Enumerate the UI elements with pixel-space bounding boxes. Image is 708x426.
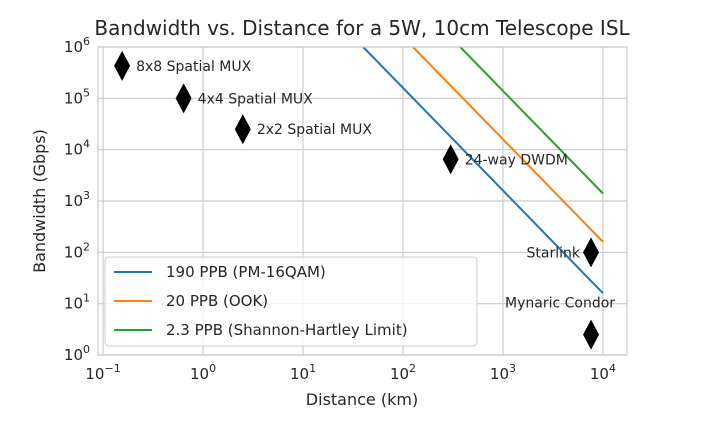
legend-box bbox=[104, 256, 478, 347]
legend: 190 PPB (PM-16QAM) 20 PPB (OOK) 2.3 PPB (S… bbox=[104, 256, 478, 347]
point-label: 24-way DWDM bbox=[465, 152, 568, 168]
data-points: 8x8 Spatial MUX 4x4 Spatial MUX 2x2 Spatia… bbox=[114, 50, 615, 350]
x-tick-label: 10−1 bbox=[85, 362, 120, 383]
x-tick-label: 103 bbox=[490, 362, 516, 383]
x-tick-label: 100 bbox=[190, 362, 216, 383]
legend-label: 20 PPB (OOK) bbox=[166, 292, 268, 310]
series-line bbox=[412, 47, 604, 243]
point-label: 8x8 Spatial MUX bbox=[136, 59, 252, 75]
diamond-marker bbox=[175, 83, 192, 114]
point-label: 2x2 Spatial MUX bbox=[257, 122, 373, 138]
x-axis-label: Distance (km) bbox=[306, 390, 418, 409]
y-tick-label: 103 bbox=[64, 189, 90, 210]
y-tick-label: 105 bbox=[64, 86, 90, 107]
y-tick-label: 102 bbox=[64, 240, 90, 261]
diamond-marker bbox=[442, 144, 459, 175]
x-tick-label: 102 bbox=[390, 362, 416, 383]
point-label: 4x4 Spatial MUX bbox=[198, 91, 314, 107]
plot-frame bbox=[97, 46, 628, 356]
diamond-marker bbox=[583, 237, 600, 268]
x-tick-label: 101 bbox=[290, 362, 316, 383]
series-line bbox=[362, 47, 604, 294]
y-axis-label: Bandwidth (Gbps) bbox=[30, 129, 49, 273]
point-label: Mynaric Condor bbox=[505, 296, 615, 312]
y-tick-label: 101 bbox=[64, 292, 90, 313]
point-label: Starlink bbox=[527, 245, 581, 261]
legend-label: 2.3 PPB (Shannon-Hartley Limit) bbox=[166, 321, 408, 339]
y-tick-label: 104 bbox=[64, 138, 90, 159]
y-tick-labels: 100 101 102 103 104 105 106 bbox=[64, 35, 90, 364]
chart-title: Bandwidth vs. Distance for a 5W, 10cm Te… bbox=[94, 16, 630, 40]
y-tick-label: 106 bbox=[64, 35, 90, 56]
series-lines bbox=[362, 47, 604, 294]
series-line bbox=[459, 47, 604, 195]
x-tick-labels: 10−1 100 101 102 103 104 bbox=[85, 362, 616, 383]
legend-label: 190 PPB (PM-16QAM) bbox=[166, 263, 326, 281]
diamond-marker bbox=[583, 319, 600, 350]
diamond-marker bbox=[234, 114, 251, 145]
diamond-marker bbox=[114, 50, 131, 81]
x-tick-label: 104 bbox=[590, 362, 616, 383]
y-tick-label: 100 bbox=[64, 343, 90, 364]
